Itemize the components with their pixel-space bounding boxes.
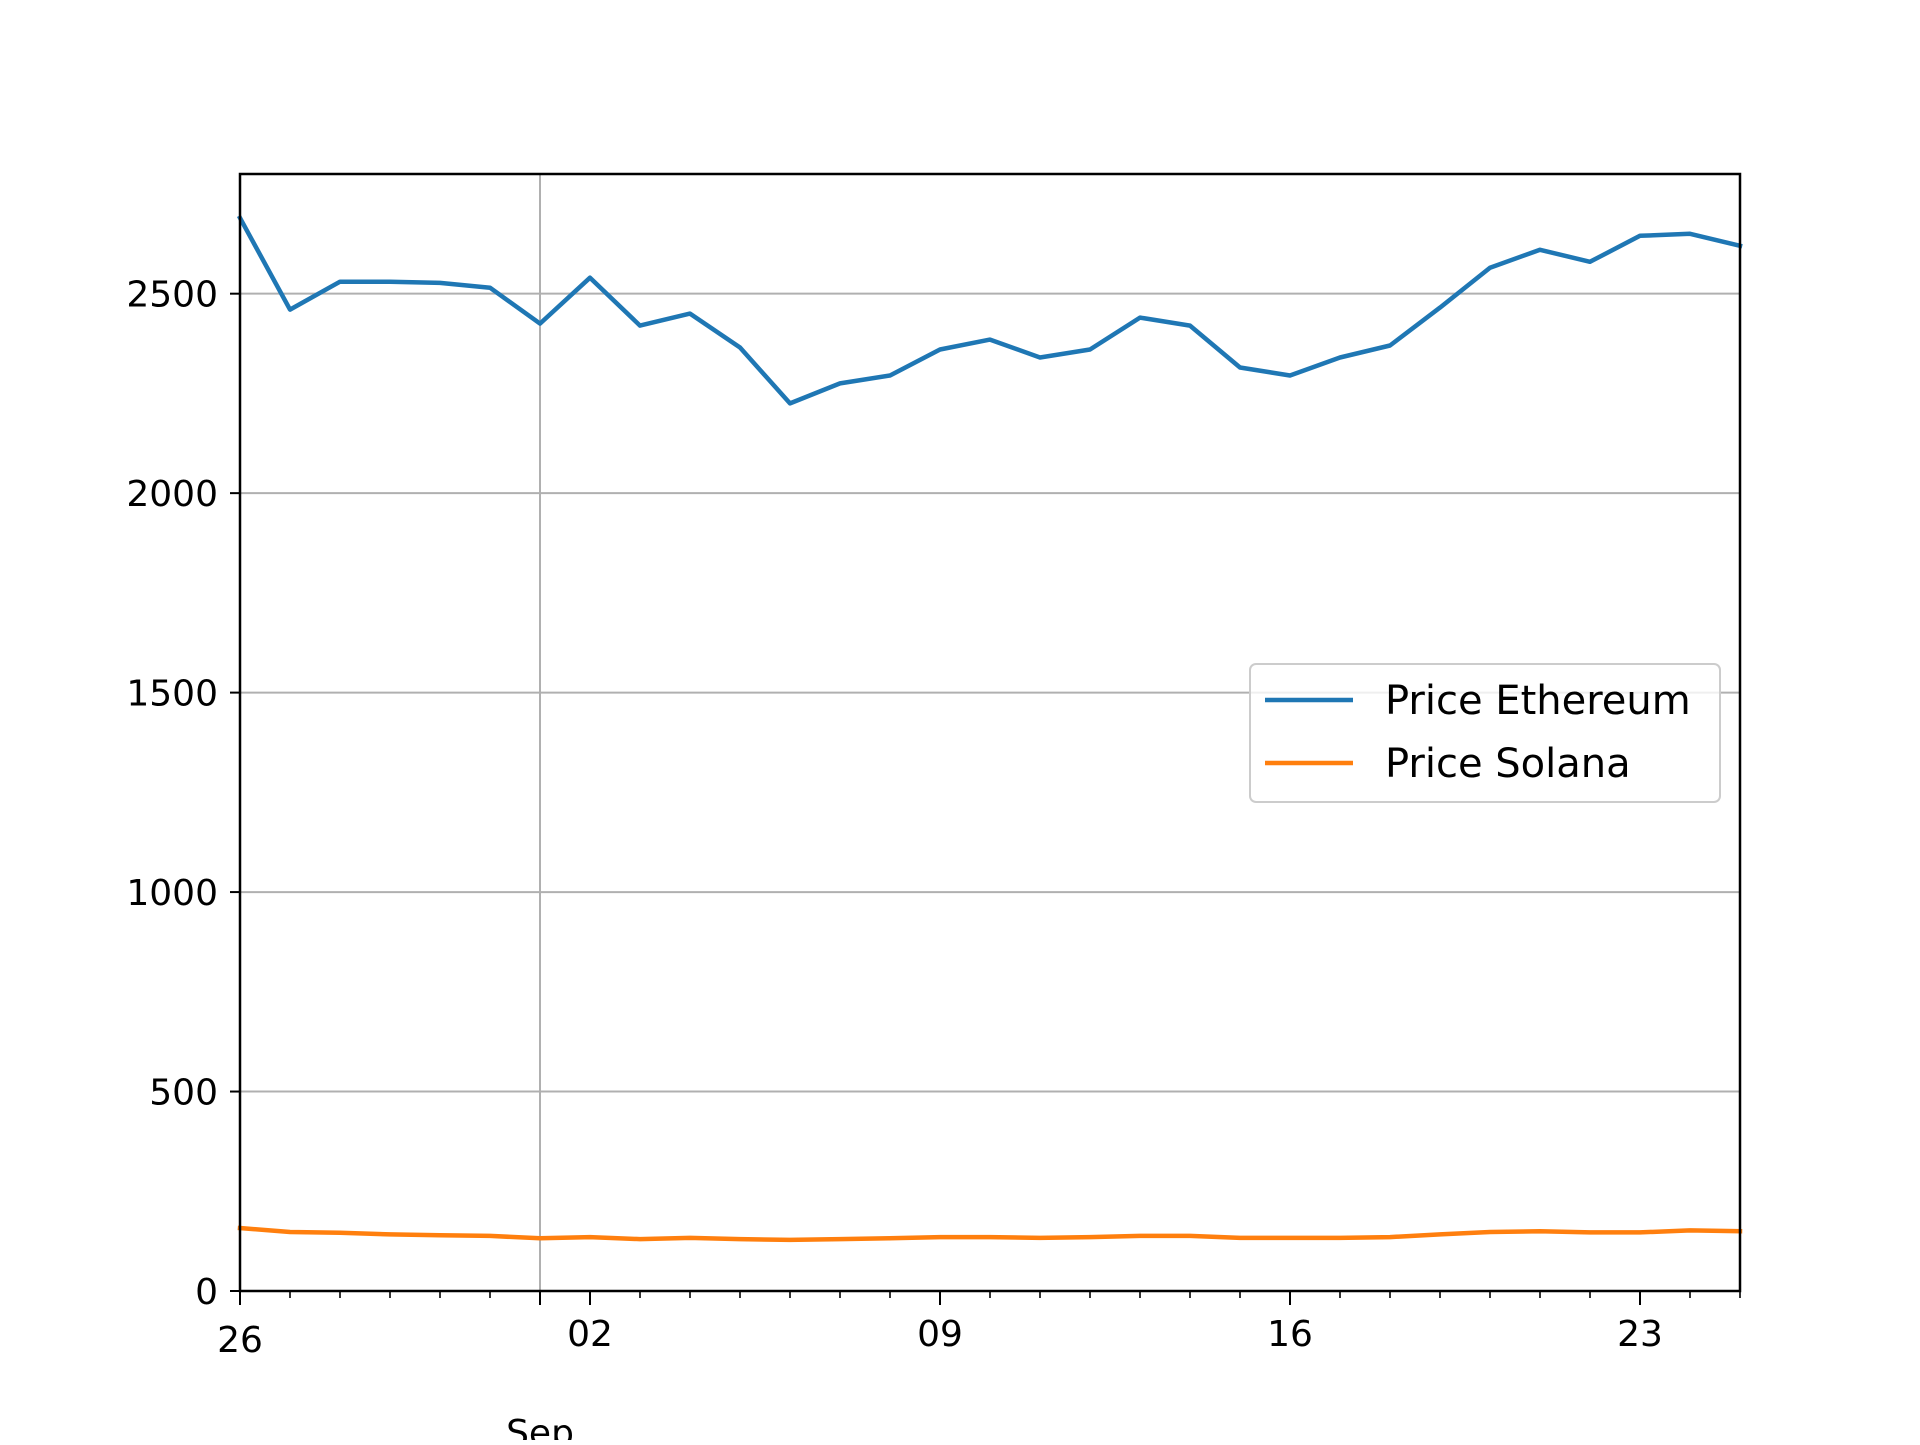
x-tick-label: 16	[1267, 1314, 1313, 1355]
x-tick-label: 23	[1617, 1314, 1663, 1355]
legend-box	[1249, 663, 1721, 803]
y-tick-label: 2500	[126, 275, 218, 316]
y-tick-label: 1000	[126, 873, 218, 914]
x-tick-label: 26	[217, 1320, 263, 1361]
grid-lines	[240, 174, 1740, 1292]
legend: Price Ethereum Price Solana	[1249, 663, 1721, 803]
series-line-price-solana	[237, 1225, 1743, 1243]
legend-label: Price Solana	[1385, 741, 1631, 787]
y-axis: 0 500 1000 1500 2000 2500	[126, 275, 240, 1313]
y-tick-label: 1500	[126, 674, 218, 715]
x-tick-label: 02	[567, 1314, 613, 1355]
series-lines	[236, 214, 1743, 1243]
series-line-price-ethereum	[236, 214, 1743, 406]
y-tick-label: 0	[195, 1272, 218, 1313]
x-tick-label: 09	[917, 1314, 963, 1355]
y-tick-label: 500	[149, 1073, 218, 1114]
x-month-label: Sep	[506, 1413, 574, 1440]
legend-label: Price Ethereum	[1385, 678, 1691, 724]
x-axis: 26 02 09 16 23 Sep	[217, 1291, 1741, 1445]
y-tick-label: 2000	[126, 474, 218, 515]
